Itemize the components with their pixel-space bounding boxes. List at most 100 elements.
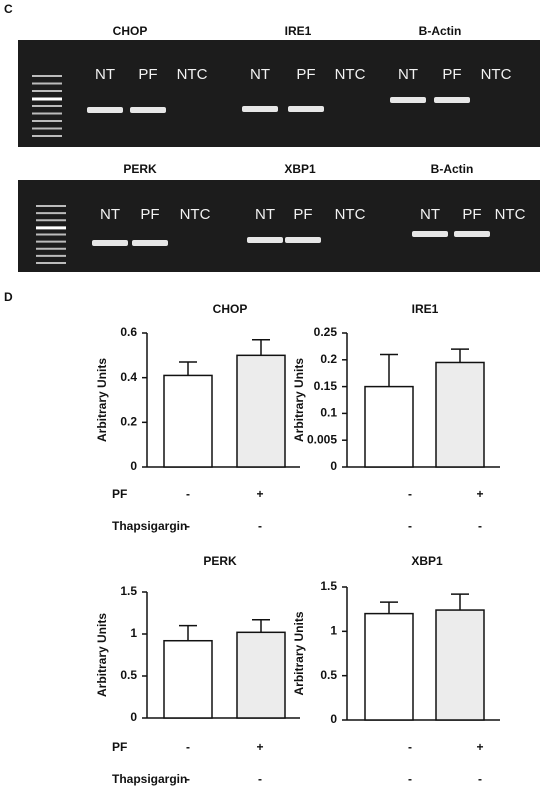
- ladder-band: [36, 262, 66, 264]
- gel-image: [18, 180, 540, 272]
- y-tick-label: 0.25: [314, 325, 338, 339]
- chart-title: CHOP: [213, 302, 248, 316]
- y-axis-label: Arbitrary Units: [95, 613, 109, 697]
- lane-label: NT: [250, 66, 270, 83]
- condition-label: Thapsigargin: [112, 772, 187, 786]
- condition-value: -: [408, 519, 412, 533]
- ladder-band: [32, 75, 62, 77]
- lane-label: NTC: [481, 66, 512, 83]
- bar: [163, 374, 213, 468]
- y-tick-label: 0.15: [314, 379, 338, 393]
- gel-band: [288, 106, 324, 112]
- lane-label: NT: [420, 206, 440, 223]
- condition-value: -: [186, 772, 190, 786]
- y-axis-label: Arbitrary Units: [292, 611, 306, 695]
- y-tick-label: 0: [330, 712, 337, 726]
- condition-value: -: [186, 740, 190, 754]
- bar: [435, 361, 485, 468]
- ladder-band: [32, 105, 62, 107]
- y-tick-label: 0.5: [120, 668, 137, 682]
- condition-value: -: [408, 487, 412, 501]
- condition-label: PF: [112, 487, 127, 501]
- condition-value: -: [186, 487, 190, 501]
- bar: [163, 639, 213, 719]
- y-tick-label: 0.4: [120, 370, 137, 384]
- gene-label: XBP1: [284, 162, 316, 176]
- gel-band: [390, 97, 426, 103]
- ladder-band: [36, 226, 66, 230]
- condition-value: -: [408, 772, 412, 786]
- y-axis-label: Arbitrary Units: [292, 358, 306, 442]
- condition-label: Thapsigargin: [112, 519, 187, 533]
- y-tick-label: 1: [330, 624, 337, 638]
- y-tick-label: 1: [130, 626, 137, 640]
- condition-value: -: [258, 519, 262, 533]
- gel-band: [132, 240, 168, 246]
- gel-band: [454, 231, 490, 237]
- y-tick-label: 0.6: [120, 325, 137, 339]
- y-tick-label: 0.005: [307, 432, 337, 446]
- gel-band: [242, 106, 278, 112]
- ladder-band: [36, 212, 66, 215]
- ladder-band: [36, 233, 66, 236]
- y-tick-label: 0: [130, 710, 137, 724]
- panel-label: C: [4, 2, 13, 16]
- condition-label: PF: [112, 740, 127, 754]
- lane-label: PF: [293, 206, 312, 223]
- lane-label: PF: [138, 66, 157, 83]
- ladder-band: [32, 112, 62, 115]
- y-tick-label: 1.5: [120, 584, 137, 598]
- gel-band: [434, 97, 470, 103]
- lane-label: NT: [255, 206, 275, 223]
- y-axis-label: Arbitrary Units: [95, 358, 109, 442]
- gel-band: [247, 237, 283, 243]
- ladder-band: [32, 82, 62, 85]
- bar: [364, 612, 414, 721]
- y-tick-label: 0.5: [320, 668, 337, 682]
- gel-band: [130, 107, 166, 113]
- condition-value: +: [476, 487, 483, 501]
- condition-value: +: [256, 740, 263, 754]
- lane-label: NTC: [177, 66, 208, 83]
- lane-label: PF: [462, 206, 481, 223]
- gel-band: [87, 107, 123, 113]
- ladder-band: [36, 219, 66, 222]
- bar: [364, 385, 414, 468]
- bar: [236, 631, 286, 719]
- chart-title: PERK: [203, 554, 237, 568]
- ladder-band: [32, 97, 62, 101]
- condition-value: -: [478, 772, 482, 786]
- ladder-band: [36, 254, 66, 257]
- condition-value: -: [258, 772, 262, 786]
- bar: [435, 609, 485, 721]
- ladder-band: [32, 127, 62, 130]
- condition-value: +: [476, 740, 483, 754]
- gene-label: B-Actin: [431, 162, 474, 176]
- ladder-band: [32, 120, 62, 122]
- condition-value: -: [478, 519, 482, 533]
- lane-label: NT: [398, 66, 418, 83]
- condition-value: -: [186, 519, 190, 533]
- ladder-band: [36, 247, 66, 250]
- lane-label: NT: [100, 206, 120, 223]
- lane-label: PF: [140, 206, 159, 223]
- y-tick-label: 0: [330, 459, 337, 473]
- y-tick-label: 0.2: [320, 352, 337, 366]
- lane-label: NTC: [495, 206, 526, 223]
- y-tick-label: 0.1: [320, 406, 337, 420]
- ladder-band: [32, 135, 62, 137]
- gel-band: [412, 231, 448, 237]
- ladder-band: [36, 240, 66, 243]
- gel-image: [18, 40, 540, 147]
- gel-band: [285, 237, 321, 243]
- chart-title: XBP1: [411, 554, 443, 568]
- gene-label: IRE1: [285, 24, 312, 38]
- lane-label: PF: [442, 66, 461, 83]
- gene-label: B-Actin: [419, 24, 462, 38]
- y-tick-label: 0.2: [120, 415, 137, 429]
- lane-label: NTC: [335, 66, 366, 83]
- ladder-band: [36, 205, 66, 207]
- lane-label: NTC: [335, 206, 366, 223]
- gel-band: [92, 240, 128, 246]
